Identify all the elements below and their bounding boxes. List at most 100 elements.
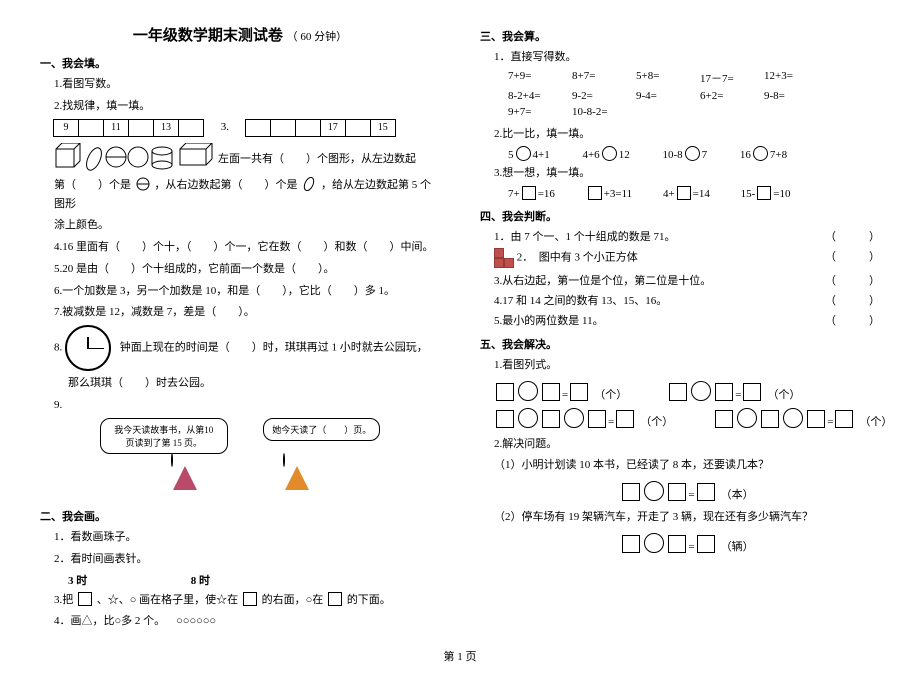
cylinder-icon <box>300 177 318 191</box>
shapes-tail: 左面一共有（ ）个图形，从左边数起 <box>218 150 416 166</box>
eq-b: =（个） <box>667 381 800 402</box>
th3post: =10 <box>773 188 790 200</box>
s5-q2: （2）停车场有 19 架辆汽车，开走了 3 辆，现在还有多少辆汽车？ <box>494 508 880 527</box>
arith-row: 7+9= 8+7= 5+8= 17－7= 12+3= 8-2+4= 9-2= 9… <box>508 70 880 122</box>
page: 一年级数学期末测试卷 （ 60 分钟） 一、我会填。 1.看图写数。 2.找规律… <box>40 20 880 634</box>
j4t: 4.17 和 14 之间的数有 13、15、16。 <box>494 292 667 308</box>
arith-7: 9-4= <box>636 90 700 102</box>
j3p: （ ） <box>825 272 880 288</box>
shapes-l2a: 第（ ）个是 <box>54 179 131 191</box>
s2-i3b: 画在格子里，使☆在 <box>139 594 238 606</box>
arith-4: 12+3= <box>764 70 828 86</box>
character-boy <box>279 454 313 500</box>
s2-i3a: 3.把 <box>54 594 73 606</box>
time-8: 8 时 <box>191 572 311 588</box>
j5p: （ ） <box>825 312 880 328</box>
seq-b-4 <box>345 119 371 137</box>
j2p: （ ） <box>825 248 880 268</box>
shapes-l2b: ，从右边数起第（ ）个是 <box>155 179 298 191</box>
shapes-illustration <box>54 143 214 173</box>
cmp3r: 7+8 <box>770 149 787 161</box>
s2-i3d: 的下面。 <box>347 594 391 606</box>
s5-i2: 2.解决问题。 <box>494 435 880 454</box>
j2txt: 2． 图中有 3 个小正方体 <box>517 252 638 264</box>
seq-b: 17 15 <box>246 119 396 137</box>
seq-a-0: 9 <box>53 119 79 137</box>
arith-1: 8+7= <box>572 70 636 86</box>
th2pre: 4+ <box>663 188 675 200</box>
s1-i8c: 那么琪琪（ ）时去公园。 <box>68 374 440 393</box>
uf: （辆） <box>721 541 754 553</box>
s3-i1: 1．直接写得数。 <box>494 48 880 67</box>
th-1: +3=11 <box>586 186 633 200</box>
arith-0: 7+9= <box>508 70 572 86</box>
eq-e: =（本） <box>620 481 753 502</box>
seq-b-0 <box>245 119 271 137</box>
s1-i5: 5.20 是由（ ）个十组成的，它前面一个数是（ ）。 <box>54 260 440 279</box>
bubble-b: 她今天读了（ ）页。 <box>263 418 380 441</box>
page-title: 一年级数学期末测试卷 （ 60 分钟） <box>40 24 440 45</box>
think-row: 7+ =16 +3=11 4+ =14 15- =10 <box>508 186 880 200</box>
cmp1l: 4+6 <box>582 149 599 161</box>
s1-i2: 2.找规律，填一填。 <box>54 97 440 116</box>
s2-i4: 4．画△，比○多 2 个。 ○○○○○○ <box>54 612 440 631</box>
j2t: 2． 图中有 3 个小正方体 <box>494 248 638 268</box>
seq-a: 9 11 13 <box>54 119 204 137</box>
cmp2r: 7 <box>702 149 708 161</box>
arith-2: 5+8= <box>636 70 700 86</box>
sphere-icon <box>134 177 152 191</box>
square-blank <box>677 186 691 200</box>
ua: （个） <box>594 389 627 401</box>
th0post: =16 <box>538 188 555 200</box>
s5-i1: 1.看图列式。 <box>494 356 880 375</box>
j1p: （ ） <box>825 228 880 244</box>
seq-a-4: 13 <box>153 119 179 137</box>
cmp3l: 16 <box>740 149 751 161</box>
j3t: 3.从右边起，第一位是个位，第二位是十位。 <box>494 272 711 288</box>
cubes-icon <box>494 248 514 268</box>
ud: （个） <box>859 416 892 428</box>
arith-3: 17－7= <box>700 70 764 86</box>
s1-i1: 1.看图写数。 <box>54 75 440 94</box>
ub: （个） <box>767 389 800 401</box>
arith-11: 10-8-2= <box>572 106 636 118</box>
s2-i3glyphs: 、☆、○ <box>97 594 137 606</box>
page-footer: 第 1 页 <box>40 648 880 664</box>
title-text: 一年级数学期末测试卷 <box>133 28 283 44</box>
j5t: 5.最小的两位数是 11。 <box>494 312 604 328</box>
seq-b-2 <box>295 119 321 137</box>
arith-8: 6+2= <box>700 90 764 102</box>
judge-5: 5.最小的两位数是 11。 （ ） <box>494 312 880 328</box>
s1-i8: 8. 钟面上现在的时间是（ ）时，琪琪再过 1 小时就去公园玩， <box>54 325 440 371</box>
circle-blank <box>602 146 617 161</box>
eq-row-4: =（辆） <box>494 533 880 554</box>
cmp1r: 12 <box>619 149 630 161</box>
eq-f: =（辆） <box>620 533 753 554</box>
square-blank <box>757 186 771 200</box>
th2post: =14 <box>693 188 710 200</box>
section-4-heading: 四、我会判断。 <box>480 208 880 224</box>
eq-c: =（个） <box>494 408 673 429</box>
s2-i3c: 的右面，○在 <box>262 594 324 606</box>
cmp0r: 4+1 <box>533 149 550 161</box>
eq-d: =（个） <box>713 408 892 429</box>
eq-row-2: =（个） =（个） <box>494 408 880 429</box>
seq-b-3: 17 <box>320 119 346 137</box>
s5-q1: （1）小明计划读 10 本书，已经读了 8 本，还要读几本？ <box>494 456 880 475</box>
time-row: 3 时 8 时 <box>68 572 440 588</box>
seq-b-5: 15 <box>370 119 396 137</box>
section-2-heading: 二、我会画。 <box>40 508 440 524</box>
time-3: 3 时 <box>68 572 188 588</box>
eq-row-3: =（本） <box>494 481 880 502</box>
circle-blank <box>753 146 768 161</box>
th-0: 7+ =16 <box>508 186 555 200</box>
seq-b-1 <box>270 119 296 137</box>
section-1-heading: 一、我会填。 <box>40 55 440 71</box>
cmp-3: 16 7+8 <box>740 146 787 161</box>
s3-i3: 3.想一想，填一填。 <box>494 164 880 183</box>
shapes-line2: 第（ ）个是 ，从右边数起第（ ）个是 ，给从左边数起第 5 个图形 <box>54 176 440 213</box>
judge-4: 4.17 和 14 之间的数有 13、15、16。（ ） <box>494 292 880 308</box>
s1-i4: 4.16 里面有（ ）个十，（ ）个一，它在数（ ）和数（ ）中间。 <box>54 238 440 257</box>
th3pre: 15- <box>741 188 756 200</box>
th0pre: 7+ <box>508 188 520 200</box>
